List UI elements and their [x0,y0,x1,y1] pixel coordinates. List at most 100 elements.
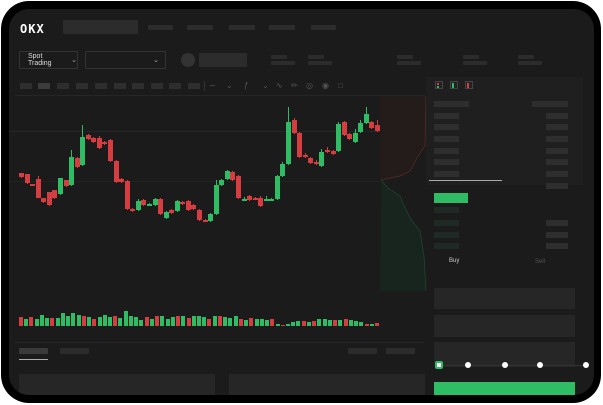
volume-bar [338,320,343,326]
volume-bar [369,324,374,326]
orderbook-price[interactable] [434,220,459,226]
price-input[interactable] [434,288,575,309]
spot-trading-button[interactable]: Spot Trading ⌄ [19,51,78,69]
orderbook-bids-icon[interactable] [450,81,458,89]
candle [330,151,336,154]
orderbook-price[interactable] [434,136,459,142]
interval-button[interactable] [57,83,69,89]
leverage-slider-track[interactable] [439,365,587,366]
orderbook-price[interactable] [434,232,459,238]
camera-icon[interactable]: ◎ [306,81,313,90]
volume-bar [306,322,311,326]
interval-button-active[interactable] [38,83,50,89]
candle [30,184,36,186]
volume-bar [139,320,144,326]
candle [69,157,75,185]
stat-value [397,61,421,65]
nav-item[interactable] [148,25,173,30]
volume-bar [181,316,186,326]
orderbook-price[interactable] [434,124,459,130]
nav-item[interactable] [187,25,213,30]
orderbook-header-price [434,101,469,107]
orderbook-header-amount [532,101,568,107]
buy-button[interactable] [434,382,575,395]
volume-bar [123,311,128,326]
orderbook-asks-icon[interactable] [465,81,473,89]
amount-input[interactable] [434,315,575,337]
volume-bar [238,319,243,326]
interval-button[interactable] [132,83,144,89]
volume-bar [102,315,107,326]
volume-bar [160,316,165,326]
tab-history[interactable] [60,348,89,354]
search-bar[interactable] [63,20,138,34]
slider-step-50[interactable] [502,362,508,368]
orderbook-price[interactable] [434,207,459,213]
candle [336,124,342,151]
volume-bar [348,320,353,326]
interval-button[interactable] [151,83,163,89]
active-tab-underline [429,180,502,181]
candle [197,210,202,220]
candle [274,176,280,199]
candle [224,171,230,179]
stat-value [308,61,332,65]
interval-button[interactable] [95,83,107,89]
volume-bar [149,319,154,326]
chevron-down-icon[interactable]: ⌄ [226,81,233,90]
nav-item[interactable] [269,25,295,30]
wave-icon[interactable]: ∿ [276,81,283,90]
candle [96,138,102,148]
tab-sell[interactable]: Sell [535,259,546,265]
candle [302,155,308,157]
okx-logo[interactable]: OKX [20,22,45,36]
orders-panel [19,374,215,395]
interval-button[interactable] [20,83,32,89]
depth-chart [380,96,428,291]
pair-dropdown[interactable]: ⌄ [85,51,166,69]
slider-step-75[interactable] [537,362,543,368]
filter-button[interactable] [348,348,377,354]
volume-bar [55,318,60,326]
candle [280,164,286,176]
volume-bar [39,315,44,326]
volume-bar [87,317,92,326]
candle [202,220,208,222]
volume-bar [254,319,259,326]
nav-item[interactable] [229,25,255,30]
volume-bar [265,320,270,326]
volume-bar [71,313,76,326]
fullscreen-icon[interactable]: □ [338,81,343,90]
line-icon[interactable]: ∼ [209,81,216,90]
candle [135,201,141,210]
candle [52,190,58,198]
filter-button[interactable] [386,348,415,354]
volume-bar [301,321,306,326]
orderbook-price[interactable] [434,113,459,119]
ruler-icon[interactable]: ✏ [291,81,298,90]
orderbook-price[interactable] [434,148,459,154]
tab-buy[interactable]: Buy [449,258,460,264]
settings-icon[interactable]: ◉ [322,81,329,90]
orderbook-price[interactable] [434,243,459,249]
orderbook-both-icon[interactable] [435,81,443,89]
tab-open-orders[interactable] [19,348,48,354]
slider-step-100[interactable] [583,362,589,368]
interval-button[interactable] [188,83,200,89]
slider-handle[interactable] [435,361,443,369]
volume-bar [81,316,86,326]
interval-button[interactable] [76,83,88,89]
last-price-badge [434,193,468,203]
slider-step-25[interactable] [465,362,471,368]
orderbook-price[interactable] [434,171,459,177]
orderbook-amount [546,136,568,142]
volume-bar [113,316,118,326]
candlestick-chart[interactable] [9,96,381,326]
nav-item[interactable] [311,25,336,30]
indicator-icon[interactable]: ƒ [244,81,249,90]
interval-button[interactable] [169,83,181,89]
orderbook-price[interactable] [434,159,459,165]
candle [174,201,180,211]
interval-button[interactable] [114,83,126,89]
chevron-down-icon[interactable]: ⌄ [262,81,269,90]
